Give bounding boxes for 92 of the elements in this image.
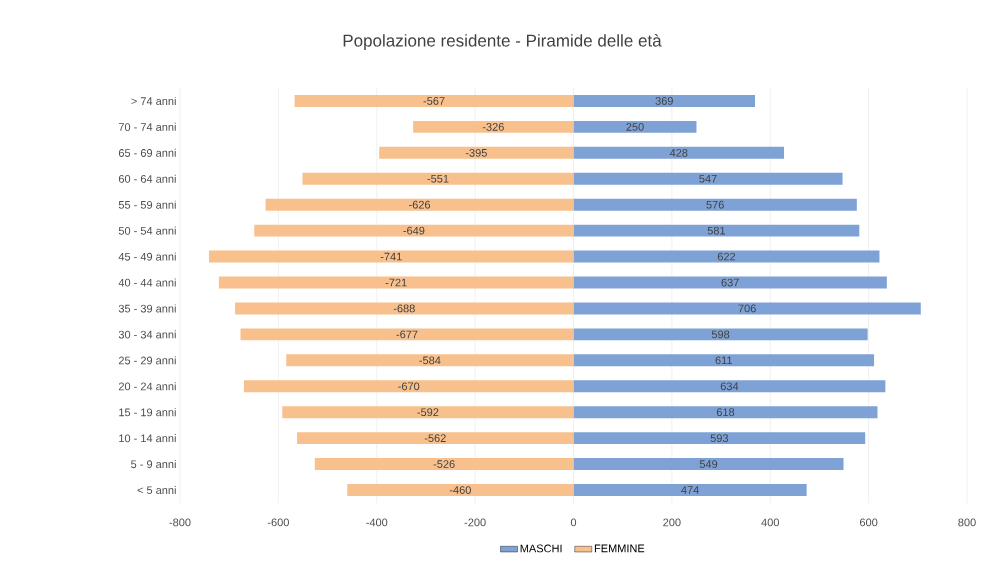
bar <box>297 432 574 445</box>
y-tick-label: 5 - 9 anni <box>131 460 176 469</box>
data-label: -649 <box>403 226 425 235</box>
y-tick-label: 65 - 69 anni <box>118 148 176 157</box>
x-tick-label: 400 <box>761 518 779 527</box>
bar <box>286 354 574 367</box>
data-label: -326 <box>482 123 504 131</box>
data-label: -567 <box>423 97 445 105</box>
x-tick-label: 800 <box>958 518 976 527</box>
y-tick-label: 20 - 24 anni <box>118 382 176 391</box>
data-label: 622 <box>717 252 736 261</box>
legend-label: FEMMINE <box>594 544 645 553</box>
data-label: -460 <box>449 486 471 494</box>
y-tick-label: 50 - 54 anni <box>118 226 176 235</box>
bar <box>240 328 574 341</box>
x-tick-label: -400 <box>366 518 388 527</box>
bar <box>243 380 574 393</box>
bar <box>573 328 868 341</box>
bar <box>282 406 574 419</box>
bar <box>573 458 844 471</box>
bar <box>573 276 887 289</box>
data-label: -584 <box>419 356 441 365</box>
bar <box>573 120 697 133</box>
y-tick-label: 25 - 29 anni <box>118 356 176 365</box>
x-tick-label: -200 <box>464 518 486 527</box>
data-label: 593 <box>710 434 729 443</box>
data-label: -670 <box>398 382 420 391</box>
x-tick-label: 600 <box>860 518 878 527</box>
data-label: 618 <box>716 408 735 417</box>
data-label: 474 <box>681 486 699 494</box>
y-tick-label: 70 - 74 anni <box>118 122 176 131</box>
data-label: 576 <box>706 200 724 209</box>
data-label: 250 <box>626 123 644 131</box>
data-label: 634 <box>720 382 739 391</box>
bar <box>573 302 921 315</box>
data-label: 706 <box>738 304 756 313</box>
x-tick-label: -800 <box>169 518 191 527</box>
bar <box>573 250 880 263</box>
data-label: -562 <box>424 434 446 443</box>
y-tick-label: > 74 anni <box>131 96 176 105</box>
bar <box>302 172 574 185</box>
x-tick-label: 0 <box>570 518 577 527</box>
bar <box>218 276 574 289</box>
y-tick-label: 55 - 59 anni <box>118 200 176 209</box>
y-tick-label: < 5 anni <box>137 485 176 495</box>
data-label: -526 <box>433 460 455 468</box>
data-label: -741 <box>380 252 402 261</box>
x-tick-label: -600 <box>267 518 289 527</box>
chart-title: Popolazione residente - Piramide delle età <box>343 33 662 51</box>
legend-label: MASCHI <box>520 544 562 553</box>
y-tick-label: 60 - 64 anni <box>118 174 176 183</box>
bar <box>573 432 866 445</box>
bar <box>294 95 574 107</box>
bar <box>573 95 756 107</box>
y-tick-label: 35 - 39 anni <box>118 304 176 313</box>
data-label: -551 <box>427 174 449 183</box>
data-label: 547 <box>699 174 717 183</box>
bar <box>573 224 860 237</box>
data-label: -395 <box>465 148 487 157</box>
y-tick-label: 40 - 44 anni <box>118 278 176 287</box>
data-label: 369 <box>655 97 673 105</box>
bar <box>573 198 857 211</box>
bar <box>314 458 574 471</box>
data-label: 581 <box>707 226 726 235</box>
bar <box>254 224 574 237</box>
y-tick-label: 10 - 14 anni <box>119 434 176 443</box>
bar <box>573 354 875 367</box>
data-label: -688 <box>393 304 415 313</box>
bar <box>573 406 878 419</box>
y-tick-label: 15 - 19 anni <box>119 408 176 417</box>
data-label: -592 <box>417 408 439 417</box>
data-label: -677 <box>396 330 418 339</box>
data-label: 637 <box>721 278 739 287</box>
bar <box>347 484 574 496</box>
data-label: 598 <box>711 330 730 339</box>
y-tick-label: 45 - 49 anni <box>118 252 176 261</box>
bar <box>573 146 785 159</box>
data-label: -626 <box>409 200 431 209</box>
bar <box>413 120 574 133</box>
data-label: 549 <box>699 460 718 468</box>
bar <box>265 198 574 211</box>
bar <box>573 380 886 393</box>
bar <box>379 146 574 159</box>
bar <box>573 484 807 496</box>
x-tick-label: 200 <box>663 518 681 527</box>
bar <box>235 302 574 315</box>
data-label: 428 <box>669 148 688 157</box>
y-tick-label: 30 - 34 anni <box>118 330 176 339</box>
bar <box>573 172 843 185</box>
data-label: 611 <box>715 356 733 365</box>
data-label: -721 <box>385 278 407 287</box>
bar <box>209 250 574 263</box>
